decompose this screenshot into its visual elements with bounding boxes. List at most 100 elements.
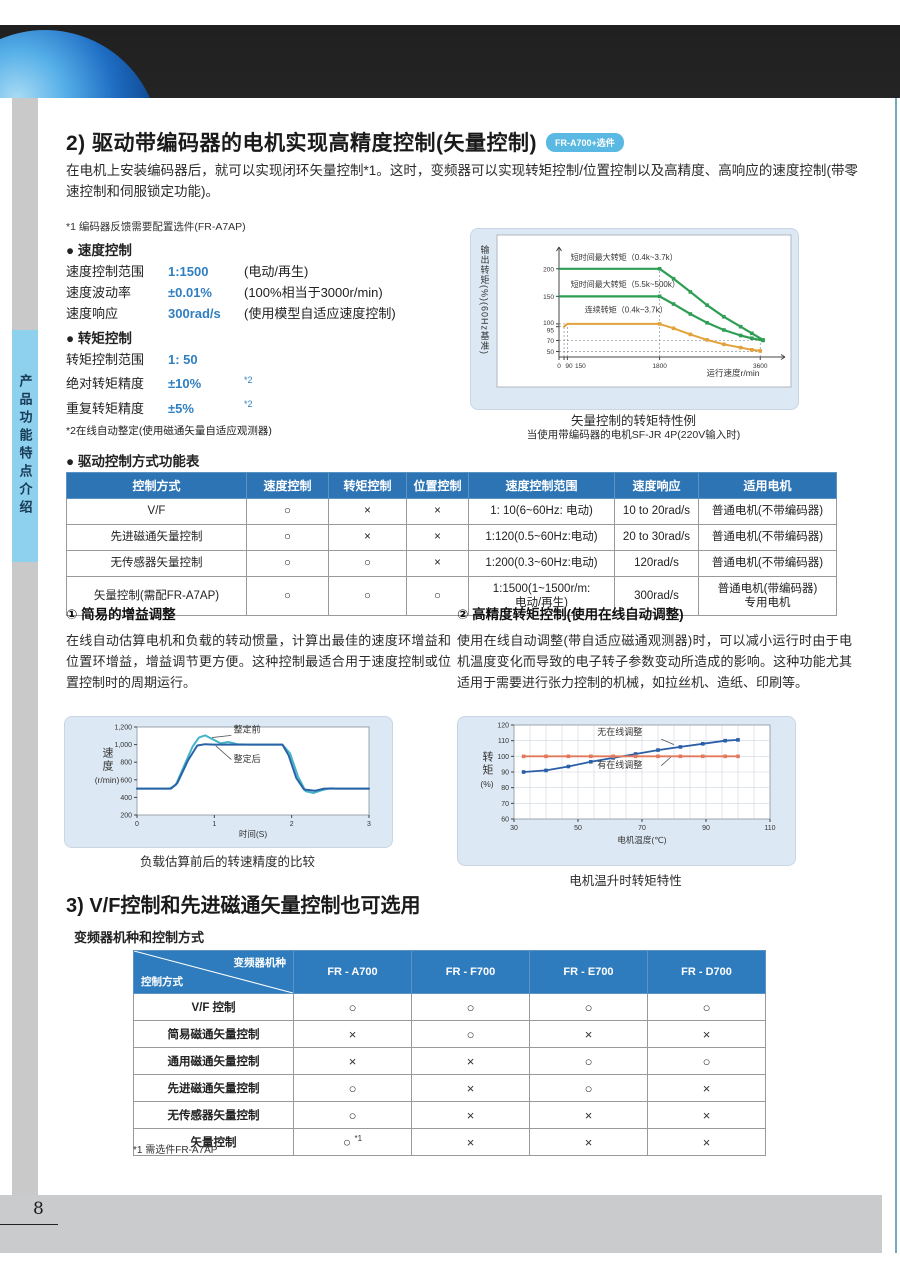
chartC-y-axis-label: 转矩 (%) [466,751,508,789]
subsection-gain-adjustment: ① 简易的增益调整 在线自动估算电机和负载的转动惯量，计算出最佳的速度环增益和位… [66,603,451,693]
spec-footnote-marker: *2 [244,375,253,385]
control-method-label: 无传感器矢量控制 [133,1101,294,1129]
column-header: 适用电机 [698,472,837,499]
svg-text:90: 90 [565,363,573,370]
footnote-1: *1 编码器反馈需要配置选件(FR-A7AP) [66,221,246,233]
footnote-2: *2在线自动整定(使用磁通矢量自适应观测器) [66,424,272,437]
availability-cell: ○ [293,1074,412,1102]
table-row: 矢量控制(需配FR-A7AP) ○ ○ ○ 1:1500(1~1500r/m: 电动/再… [66,576,837,616]
column-header: 转矩控制 [328,472,407,499]
availability-cell: ○ [411,1020,530,1048]
table-row: 矢量控制 ○ *1 × × × [133,1128,766,1156]
temperature-torque-chart: 30 50 70 90 110 60 70 80 90 100 110 120 无在线调整有在线调整电机… [497,723,775,846]
drive-control-table-head: 控制方式 速度控制 转矩控制 位置控制 速度控制范围 速度响应 适用电机 [66,472,837,499]
availability-cell: × [529,1128,648,1156]
drive-control-table-heading: ● 驱动控制方式功能表 [66,454,200,469]
control-method-label: 简易磁通矢量控制 [133,1020,294,1048]
chartB-ylabel-text: 速度 [101,747,113,773]
svg-text:100: 100 [543,320,554,327]
spec-line: 重复转矩精度 ±5% *2 [66,394,466,418]
spec-line: 绝对转矩精度 ±10% *2 [66,370,466,394]
availability-cell: × [647,1128,766,1156]
table-row: V/F ○ × × 1: 10(6~60Hz: 电动) 10 to 20rad/s 普通电机… [66,498,837,525]
table-row: 简易磁通矢量控制 × ○ × × [133,1020,766,1048]
subsection2-body: 使用在线自动调整(带自适应磁通观测器)时，可以减小运行时由于电机温度变化而导致的… [457,633,852,691]
svg-text:120: 120 [497,723,509,730]
control-method-label: 矢量控制 [133,1128,294,1156]
availability-cell: × [293,1020,412,1048]
inverter-models-table-body: V/F 控制 ○ ○ ○ ○ 简易磁通矢量控制 × ○ × × 通用磁通矢量控制 × × ○ ○ 先进磁通矢量… [133,993,766,1156]
table-cell: ○ [406,576,469,616]
svg-text:150: 150 [575,363,586,370]
chartA-y-axis-label: 输出转矩(%)(60Hz基准) [479,245,490,356]
table-cell: ○ [328,576,407,616]
section2-title-row: 2) 驱动带编码器的电机实现高精度控制(矢量控制) FR-A700+选件 [66,127,624,157]
spec-line: 速度控制范围 1:1500 (电动/再生) [66,261,466,282]
table-cell: 普通电机(不带编码器) [698,524,837,551]
table-cell: 1: 10(6~60Hz: 电动) [468,498,615,525]
svg-text:运行速度r/min: 运行速度r/min [707,368,760,378]
control-method-label: 先进磁通矢量控制 [133,1074,294,1102]
table-row: 先进磁通矢量控制 ○ × × 1:120(0.5~60Hz:电动) 20 to 30rad… [66,524,837,551]
sidebar-tab-label: 产品功能特点介绍 [17,374,33,518]
table-row: 先进磁通矢量控制 ○ × ○ × [133,1074,766,1102]
column-header: 速度控制 [246,472,329,499]
svg-text:无在线调整: 无在线调整 [597,726,642,737]
model-column-header: FR - F700 [411,950,530,994]
page-number: 8 [33,1199,44,1219]
speed-accuracy-chart-panel: 速度 (r/min) 0 1 2 3 200 400 600 800 1,000 1,200 整定前… [64,716,393,848]
corner-label-control: 控制方式 [141,976,183,988]
spec-footnote-marker: *2 [244,399,253,410]
table-cell: ○ [246,498,329,525]
svg-text:600: 600 [120,777,132,784]
svg-text:200: 200 [543,266,554,273]
spec-label: 速度响应 [66,306,119,321]
spec-line: 速度响应 300rad/s (使用模型自适应速度控制) [66,303,466,324]
svg-text:整定前: 整定前 [234,723,261,734]
svg-text:90: 90 [702,825,710,832]
chartC-caption: 电机温升时转矩特性 [569,874,682,888]
spec-label: 重复转矩精度 [66,400,145,416]
availability-cell: × [529,1101,648,1129]
column-header: 位置控制 [406,472,469,499]
subsection2-heading: ② 高精度转矩控制(使用在线自动调整) [457,607,684,622]
table-cell: 120rad/s [614,550,699,577]
svg-text:短时间最大转矩（0.4k~3.7k）: 短时间最大转矩（0.4k~3.7k） [571,252,678,262]
table-cell: × [406,498,469,525]
availability-cell: ○ [647,993,766,1021]
speed-control-heading: ● 速度控制 [66,243,132,258]
drive-control-table-body: V/F ○ × × 1: 10(6~60Hz: 电动) 10 to 20rad/s 普通电机… [66,498,837,616]
svg-text:100: 100 [497,754,509,761]
model-column-header: FR - E700 [529,950,648,994]
svg-text:150: 150 [543,294,554,301]
availability-cell: × [293,1047,412,1075]
earth-globe-image [0,30,160,98]
table-cell: ○ [328,550,407,577]
svg-text:60: 60 [501,817,509,824]
svg-text:有在线调整: 有在线调整 [597,759,642,770]
spec-value: 1: 50 [168,352,198,367]
section2-intro-paragraph: 在电机上安装编码器后，就可以实现闭环矢量控制*1。这时，变频器可以实现转矩控制/… [66,163,858,199]
column-header: 速度控制范围 [468,472,615,499]
spec-value: 1:1500 [168,264,209,279]
availability-cell: ○ [647,1047,766,1075]
table-header-row: 控制方式 速度控制 转矩控制 位置控制 速度控制范围 速度响应 适用电机 [66,472,837,499]
subsection-torque-control: ② 高精度转矩控制(使用在线自动调整) 使用在线自动调整(带自适应磁通观测器)时… [457,603,852,693]
table-cell: × [406,550,469,577]
table-row: V/F 控制 ○ ○ ○ ○ [133,993,766,1021]
spec-line: 转矩控制范围 1: 50 [66,349,466,370]
availability-cell: × [411,1074,530,1102]
svg-text:50: 50 [547,349,555,356]
torque-spec-items: 转矩控制范围 1: 50 绝对转矩精度 ±10% *2 重复转矩精度 ±5% *2 [66,349,466,419]
availability-cell: ○ [529,1047,648,1075]
table-row: 无传感器矢量控制 ○ ○ × 1:200(0.3~60Hz:电动) 120rad/s 普通电… [66,550,837,577]
availability-cell: ○ *1 [293,1128,412,1156]
section3-subtitle: 变频器机种和控制方式 [74,930,205,945]
svg-text:整定后: 整定后 [234,753,261,764]
model-option-badge: FR-A700+选件 [546,132,624,152]
svg-text:90: 90 [501,770,509,777]
table2-footnote: *1 需选件FR-A7AP [133,1145,218,1156]
svg-text:3: 3 [367,821,371,828]
spec-value: ±0.01% [168,285,212,300]
